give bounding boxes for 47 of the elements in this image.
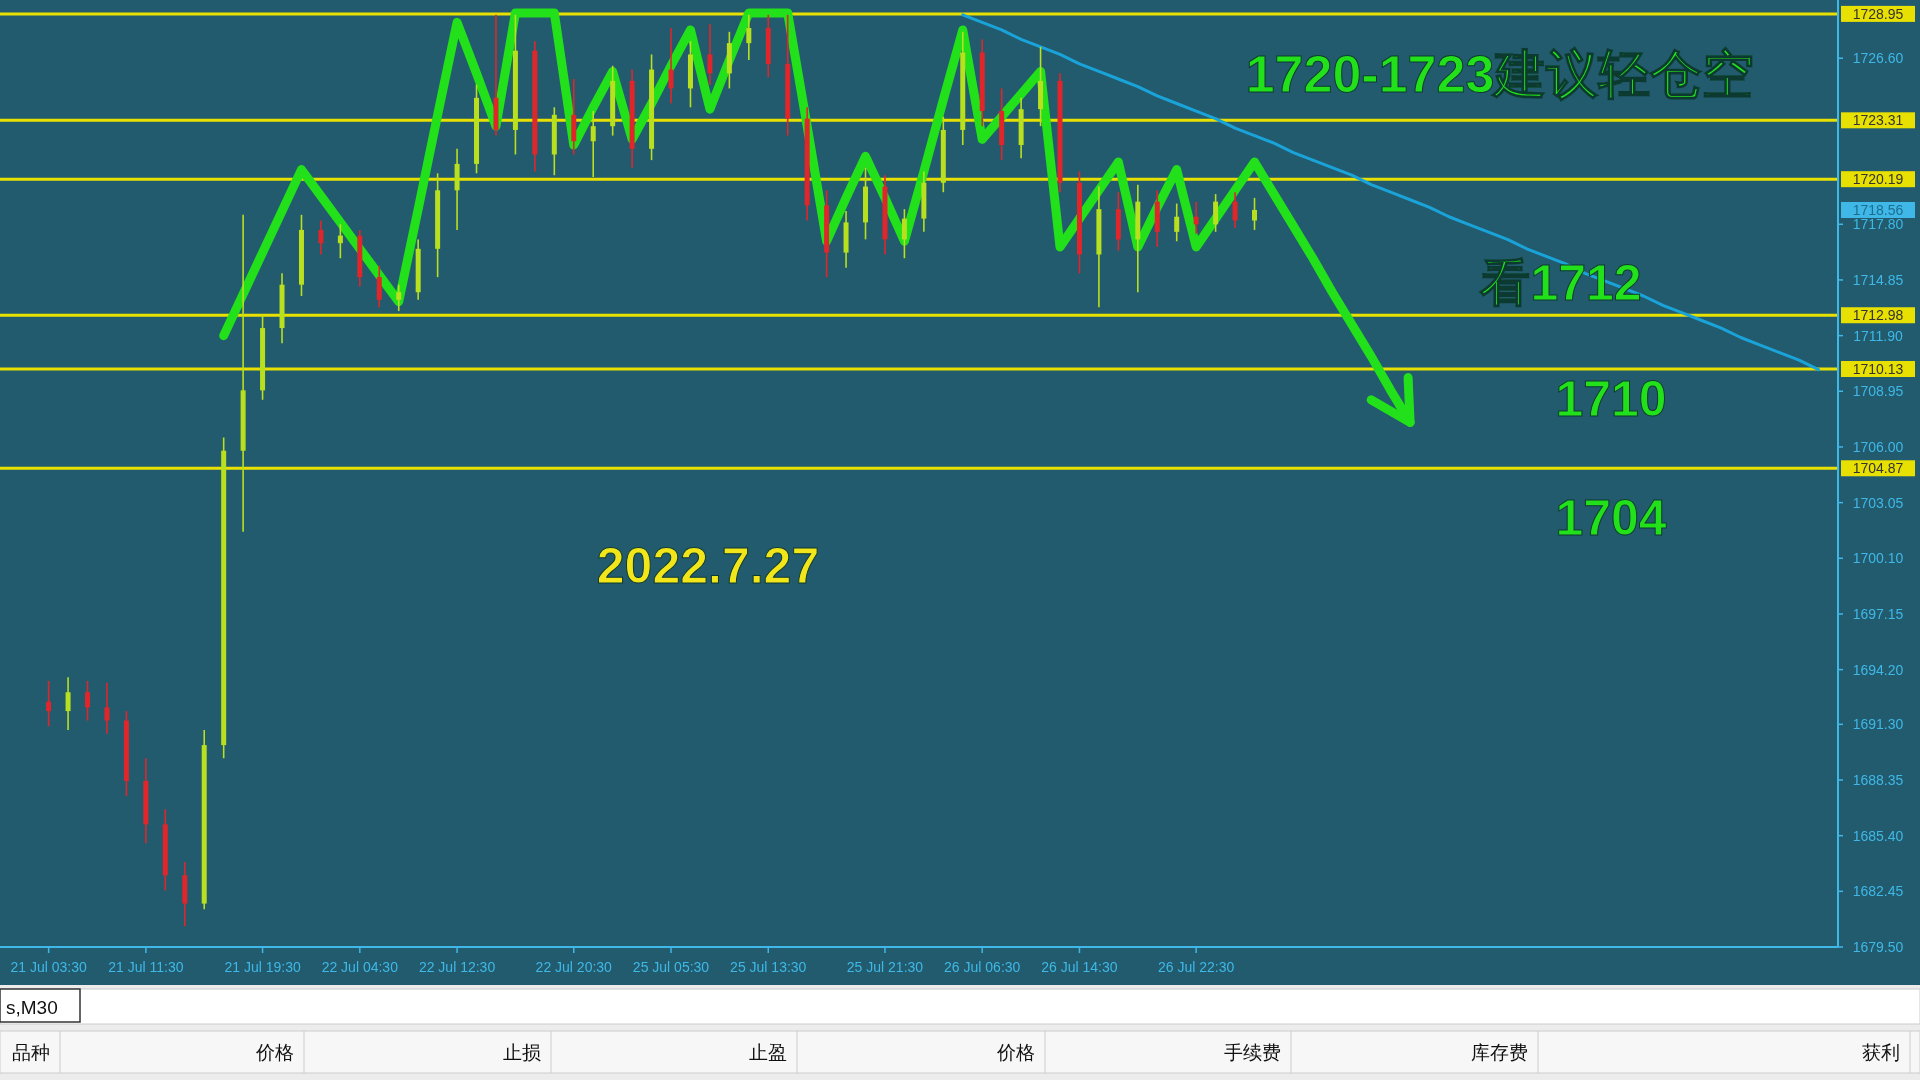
text: 品种: [12, 1042, 50, 1063]
text: 价格: [996, 1042, 1035, 1063]
y-tick-label: 1694.20: [1852, 661, 1904, 678]
x-tick-label: 22 Jul 20:30: [535, 959, 613, 975]
x-tick-label: 22 Jul 04:30: [321, 959, 399, 975]
y-tick-label: 1679.50: [1852, 939, 1904, 955]
y-tick-label: 1685.40: [1852, 827, 1904, 844]
x-tick-label: 21 Jul 11:30: [108, 959, 184, 975]
ref-line-label: 1710.13: [1852, 361, 1904, 378]
text: s,M30: [6, 997, 58, 1018]
x-tick-label: 25 Jul 13:30: [730, 959, 807, 975]
y-tick-label: 1703.05: [1852, 494, 1904, 511]
x-tick-label: 22 Jul 12:30: [418, 959, 496, 975]
annotation: 1720-1723建议轻仓空: [1245, 45, 1755, 103]
text: 止损: [503, 1042, 541, 1063]
y-tick-label: 1706.00: [1852, 438, 1904, 455]
y-tick-label: 1688.35: [1852, 772, 1904, 788]
y-tick-label: 1682.45: [1852, 883, 1904, 900]
y-tick-label: 1700.10: [1852, 550, 1904, 567]
ref-line-label: 1723.31: [1852, 112, 1904, 129]
text: 止盈: [749, 1042, 787, 1063]
x-tick-label: 21 Jul 03:30: [10, 959, 87, 975]
y-tick-label: 1711.90: [1853, 327, 1903, 344]
x-tick-label: 25 Jul 21:30: [846, 959, 924, 975]
text: 价格: [255, 1042, 294, 1063]
annotation: 2022.7.27: [596, 538, 820, 594]
x-tick-label: 21 Jul 19:30: [224, 959, 301, 975]
annotation: 1710: [1555, 371, 1667, 427]
text: 库存费: [1471, 1042, 1528, 1063]
y-tick-label: 1717.80: [1852, 216, 1904, 233]
text: 手续费: [1224, 1042, 1281, 1063]
ref-line-label: 1704.87: [1852, 460, 1904, 477]
x-tick-label: 26 Jul 22:30: [1158, 959, 1235, 975]
ref-line-label: 1728.95: [1852, 5, 1904, 22]
text: 1718.56: [1852, 202, 1904, 218]
ref-line-label: 1720.19: [1852, 171, 1904, 188]
x-tick-label: 25 Jul 05:30: [632, 959, 710, 975]
y-tick-label: 1697.15: [1852, 605, 1904, 622]
text: 获利: [1862, 1042, 1900, 1063]
x-tick-label: 26 Jul 06:30: [944, 959, 1021, 975]
annotation: 1704: [1555, 490, 1667, 546]
y-tick-label: 1714.85: [1852, 271, 1904, 288]
ref-line-label: 1712.98: [1852, 307, 1904, 324]
y-tick-label: 1691.30: [1852, 716, 1904, 733]
y-tick-label: 1726.60: [1852, 50, 1904, 67]
y-tick-label: 1708.95: [1852, 383, 1904, 400]
x-tick-label: 26 Jul 14:30: [1041, 959, 1118, 975]
